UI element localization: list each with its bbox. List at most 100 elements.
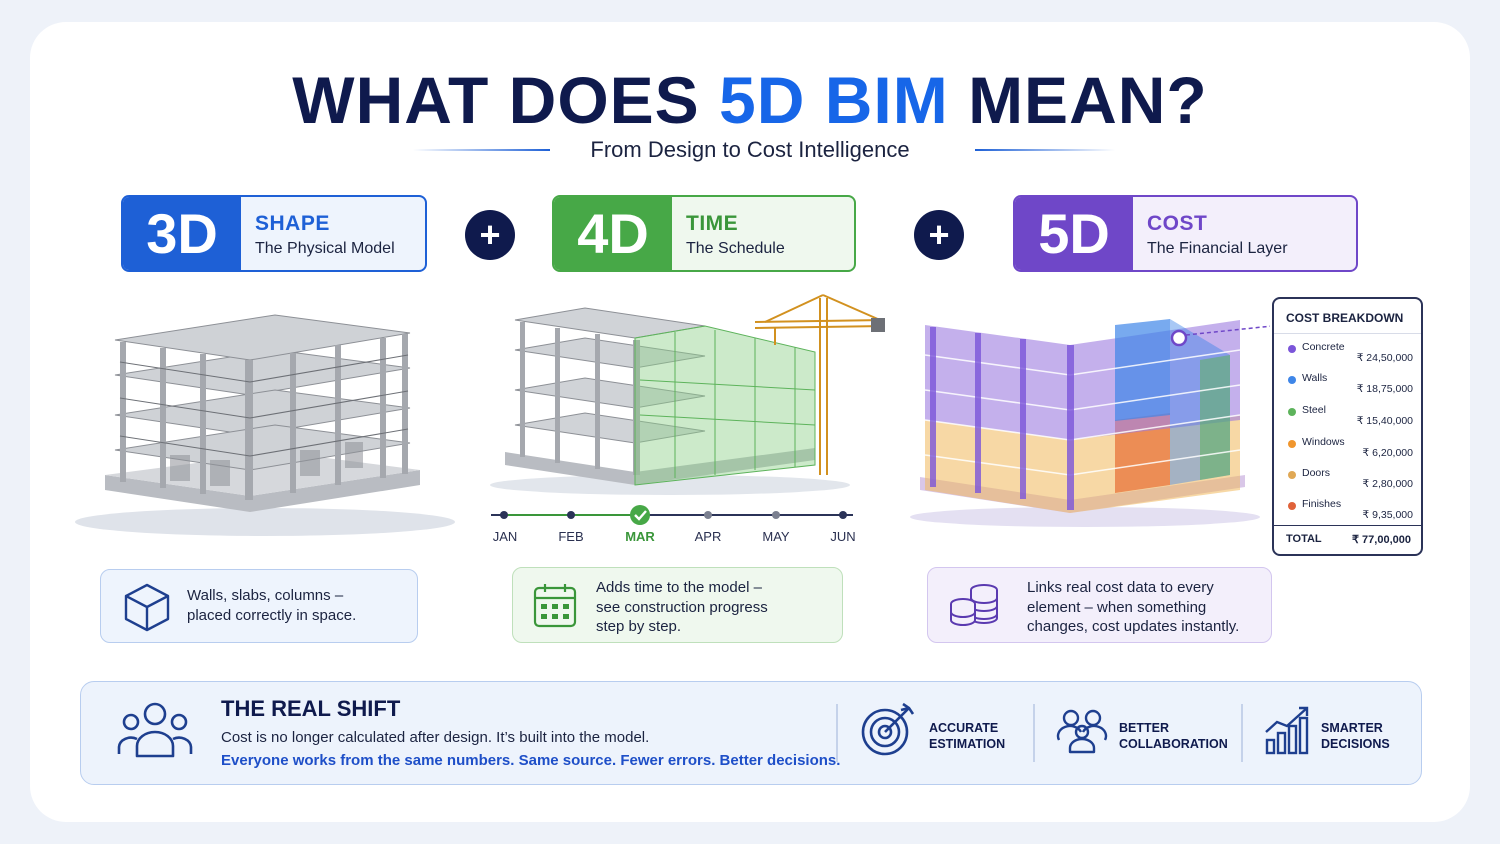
benefit-accurate-estimation: ACCURATE ESTIMATION xyxy=(929,720,1005,752)
benefit-label: ESTIMATION xyxy=(929,737,1006,751)
benefit-smarter-decisions: SMARTER DECISIONS xyxy=(1321,720,1390,752)
cost-breakdown-divider xyxy=(1274,333,1421,334)
calendar-icon xyxy=(533,584,577,628)
plus-icon: + xyxy=(914,210,964,260)
construction-progress-building-illustration xyxy=(490,294,886,495)
legend-dot xyxy=(1288,408,1296,416)
description-text: Walls, slabs, columns – xyxy=(187,587,344,604)
timeline-month-label-current: MAR xyxy=(625,529,655,544)
divider xyxy=(1241,704,1243,762)
cost-total-label: TOTAL xyxy=(1286,533,1322,545)
page-title: WHAT DOES 5D BIM MEAN? xyxy=(0,62,1500,138)
dimension-5d-box: 5D COST The Financial Layer xyxy=(1013,195,1358,272)
cost-item-amount: ₹ 15,40,000 xyxy=(1356,415,1413,427)
subtitle-rule-right xyxy=(975,149,1115,151)
coins-icon xyxy=(950,584,998,626)
real-shift-text: Cost is no longer calculated after desig… xyxy=(221,729,650,746)
benefit-label: BETTER xyxy=(1119,721,1169,735)
cost-item-name: Steel xyxy=(1302,404,1326,416)
target-icon xyxy=(861,702,915,756)
dimension-tag: 4D xyxy=(554,197,672,270)
cost-item-amount: ₹ 6,20,000 xyxy=(1362,447,1413,459)
legend-dot xyxy=(1288,471,1296,479)
timeline-point xyxy=(704,511,712,519)
description-text: step by step. xyxy=(596,618,682,635)
shape-description-card: Walls, slabs, columns – placed correctly… xyxy=(100,569,418,643)
cost-item: Doors ₹ 2,80,000 xyxy=(1286,467,1413,497)
timeline-month-label: FEB xyxy=(558,529,584,544)
real-shift-heading: THE REAL SHIFT xyxy=(221,696,401,721)
description-text: Links real cost data to every xyxy=(1027,579,1214,596)
cost-item-amount: ₹ 18,75,000 xyxy=(1356,383,1413,395)
schedule-timeline xyxy=(491,505,853,525)
cost-breakdown-panel: COST BREAKDOWN Concrete ₹ 24,50,000 Wall… xyxy=(1272,297,1423,556)
dimension-caption: The Physical Model xyxy=(255,240,395,257)
description-text: Adds time to the model – xyxy=(596,579,762,596)
timeline-month-label: JUN xyxy=(830,529,856,544)
cost-item-amount: ₹ 2,80,000 xyxy=(1362,478,1413,490)
timeline-point xyxy=(772,511,780,519)
dimension-caption: The Financial Layer xyxy=(1147,240,1288,257)
title-part-1: WHAT DOES xyxy=(292,63,720,137)
dimension-caption: The Schedule xyxy=(686,240,785,257)
cube-icon xyxy=(124,583,170,632)
cost-breakdown-title: COST BREAKDOWN xyxy=(1286,311,1404,325)
timeline-month-label: APR xyxy=(694,529,722,544)
title-part-2: MEAN? xyxy=(948,63,1208,137)
crane-icon xyxy=(754,294,886,475)
growth-chart-icon xyxy=(1265,706,1309,755)
cost-item: Steel ₹ 15,40,000 xyxy=(1286,404,1413,434)
legend-dot xyxy=(1288,502,1296,510)
description-text: element – when something xyxy=(1027,598,1207,616)
people-group-icon xyxy=(117,702,193,758)
divider xyxy=(1033,704,1035,762)
benefit-better-collaboration: BETTER COLLABORATION xyxy=(1119,720,1228,752)
dimension-name: TIME xyxy=(686,212,739,235)
page-subtitle: From Design to Cost Intelligence xyxy=(590,137,910,162)
concrete-frame-building-illustration xyxy=(75,314,455,536)
cost-total-divider xyxy=(1274,525,1421,526)
cost-item-name: Walls xyxy=(1302,372,1328,384)
real-shift-panel: THE REAL SHIFT Cost is no longer calcula… xyxy=(80,681,1422,785)
timeline-point xyxy=(567,511,575,519)
timeline-point xyxy=(839,511,847,519)
dimension-name: COST xyxy=(1147,212,1208,235)
team-icon xyxy=(1056,709,1108,754)
cost-item-name: Concrete xyxy=(1302,341,1345,353)
description-text: changes, cost updates instantly. xyxy=(1027,618,1240,635)
timeline-current-check-icon xyxy=(630,505,650,525)
cost-item-name: Doors xyxy=(1302,467,1331,479)
dimension-4d-box: 4D TIME The Schedule xyxy=(552,195,856,272)
dimension-3d-box: 3D SHAPE The Physical Model xyxy=(121,195,427,272)
cost-coded-building-illustration xyxy=(910,319,1270,527)
dimension-name: SHAPE xyxy=(255,212,330,235)
benefit-label: SMARTER xyxy=(1321,721,1383,735)
cost-total-amount: ₹ 77,00,000 xyxy=(1352,534,1411,546)
cost-item: Concrete ₹ 24,50,000 xyxy=(1286,341,1413,371)
description-text: placed correctly in space. xyxy=(187,606,357,624)
title-highlight: 5D BIM xyxy=(719,63,949,137)
dimension-tag: 5D xyxy=(1015,197,1133,270)
timeline-month-label: JAN xyxy=(492,529,518,544)
benefit-label: DECISIONS xyxy=(1321,737,1390,751)
benefit-label: ACCURATE xyxy=(929,721,999,735)
cost-item: Finishes ₹ 9,35,000 xyxy=(1286,498,1413,528)
legend-dot xyxy=(1288,440,1296,448)
timeline-point xyxy=(500,511,508,519)
cost-description-card: Links real cost data to every element – … xyxy=(927,567,1272,643)
dimension-tag: 3D xyxy=(123,197,241,270)
divider xyxy=(836,704,838,762)
legend-dot xyxy=(1288,345,1296,353)
cost-item-name: Finishes xyxy=(1302,498,1342,510)
time-description-card: Adds time to the model – see constructio… xyxy=(512,567,843,643)
cost-item: Windows ₹ 6,20,000 xyxy=(1286,436,1413,466)
plus-icon: + xyxy=(465,210,515,260)
cost-item: Walls ₹ 18,75,000 xyxy=(1286,372,1413,402)
legend-dot xyxy=(1288,376,1296,384)
cost-item-amount: ₹ 24,50,000 xyxy=(1356,352,1413,364)
timeline-month-label: MAY xyxy=(762,529,790,544)
cost-item-name: Windows xyxy=(1302,436,1345,448)
subtitle-rule-left xyxy=(413,149,550,151)
cost-item-amount: ₹ 9,35,000 xyxy=(1362,509,1413,521)
description-text: see construction progress xyxy=(596,598,768,616)
